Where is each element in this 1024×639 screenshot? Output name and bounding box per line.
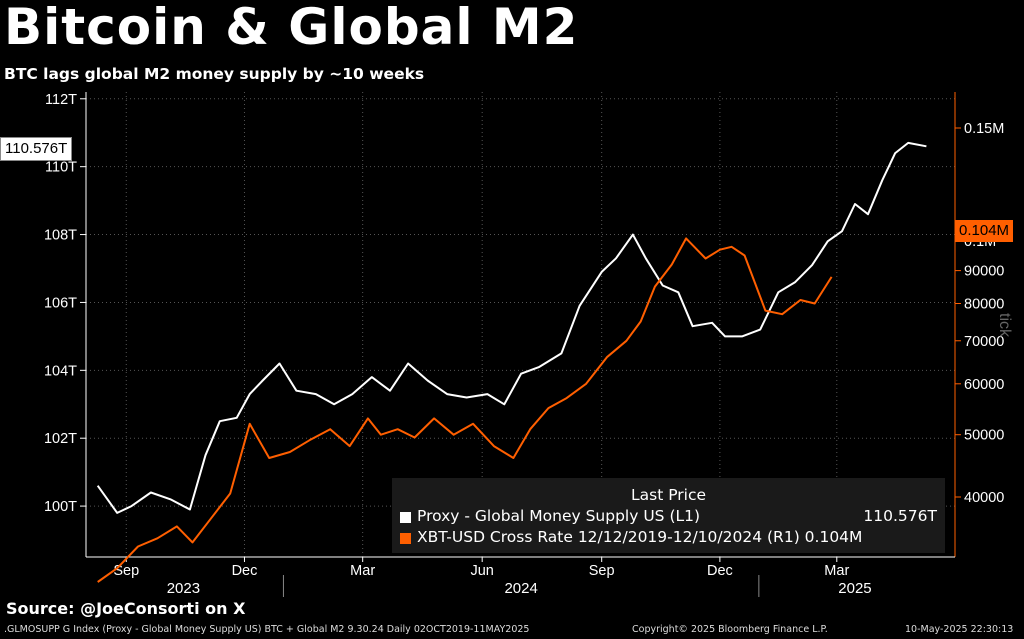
footer-index-info: .GLMOSUPP G Index (Proxy - Global Money … [4,624,530,635]
footer-timestamp: 10-May-2025 22:30:13 [905,624,1014,635]
x-axis-year-label: 2024 [504,580,537,597]
left-axis-tick-label: 110T [45,160,77,176]
last-value-tag-right: 0.104M [955,220,1014,242]
x-axis-month-label: Jun [470,563,493,579]
tick-labels: 100T 102T 104T 106T 108T 110T 112T 40000 50000 60… [44,92,1013,597]
legend-value-m2: 110.576T [863,507,937,525]
legend-swatch-m2 [400,512,411,523]
series-lines [96,141,927,583]
footer-copyright: Copyright© 2025 Bloomberg Finance L.P. [632,624,828,635]
left-axis-tick-label: 104T [44,363,77,379]
x-axis-month-label: Dec [707,563,733,579]
legend-row-btc: XBT-USD Cross Rate 12/12/2019-12/10/2024… [400,528,937,548]
right-axis-tick-label: 40000 [964,490,1004,506]
right-axis-tick-label: 80000 [964,296,1004,312]
left-axis-tick-label: 100T [44,499,77,515]
chart-title: Bitcoin & Global M2 [4,0,579,56]
left-axis-tick-label: 112T [45,92,77,108]
right-axis-tick-label: 0.15M [964,121,1004,137]
x-axis-year-label: 2025 [838,580,871,597]
last-value-tag-left: 110.576T [0,137,73,161]
legend-row-m2: Proxy - Global Money Supply US (L1) 110.… [400,507,937,527]
legend-label-m2: Proxy - Global Money Supply US (L1) [417,507,701,525]
x-axis-month-label: Dec [232,563,258,579]
x-axis-month-label: Mar [824,563,849,579]
legend-header: Last Price [630,486,707,504]
chart-subtitle: BTC lags global M2 money supply by ~10 w… [4,65,425,83]
chart-canvas: 100T 102T 104T 106T 108T 110T 112T 40000 50000 60… [44,92,1013,597]
left-axis-tick-label: 106T [44,295,77,311]
source-credit: Source: @JoeConsorti on X [6,599,246,618]
left-axis-tick-label: 102T [44,431,77,447]
legend-box: Last Price Proxy - Global Money Supply U… [392,478,945,553]
legend-swatch-btc [400,533,411,544]
right-axis-tick-label: 60000 [964,377,1004,393]
left-axis-tick-label: 108T [44,228,77,244]
right-axis-label: tick [996,313,1013,338]
x-axis-month-label: Sep [589,563,615,579]
x-axis-year-label: 2023 [167,580,200,597]
series-line-m2 [96,141,927,514]
series-line-btc [97,237,833,583]
right-axis-tick-label: 70000 [964,334,1004,350]
grid-lines [86,92,955,557]
x-axis-month-label: Sep [113,563,139,579]
x-axis-month-label: Mar [350,563,375,579]
axes [80,92,961,597]
legend-label-btc: XBT-USD Cross Rate 12/12/2019-12/10/2024… [417,528,863,546]
right-axis-tick-label: 90000 [964,264,1004,280]
right-axis-tick-label: 50000 [964,428,1004,444]
